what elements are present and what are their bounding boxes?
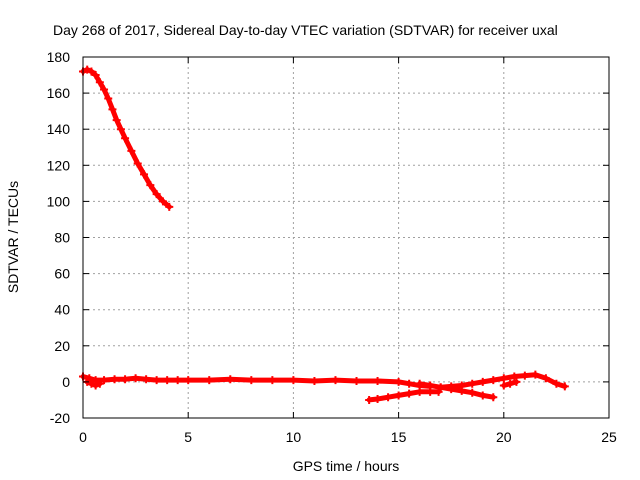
data-point [110, 375, 119, 384]
y-tick-label: 140 [47, 121, 71, 137]
data-point [152, 190, 161, 199]
data-point [226, 375, 235, 384]
data-point [146, 181, 155, 190]
data-point [95, 379, 104, 388]
data-point [373, 376, 382, 385]
data-point [100, 376, 109, 385]
x-axis-label: GPS time / hours [293, 458, 400, 474]
data-point [426, 381, 435, 390]
data-point [510, 372, 519, 381]
data-point [95, 78, 104, 87]
x-tick-label: 10 [286, 429, 302, 445]
data-point [415, 379, 424, 388]
data-point [373, 395, 382, 404]
series-descending-arc [365, 387, 443, 404]
y-tick-label: 180 [47, 49, 71, 65]
data-point [457, 381, 466, 390]
data-point [131, 374, 140, 383]
x-tick-label: 20 [496, 429, 512, 445]
data-point [87, 67, 96, 76]
data-point [489, 393, 498, 402]
y-tick-label: -20 [50, 410, 70, 426]
axis-layer: 0 5 10 15 20 25 -20 0 20 40 60 80 100 120 140 160 180 [47, 49, 617, 445]
data-point [352, 376, 361, 385]
data-point [152, 376, 161, 385]
data-point [158, 197, 167, 206]
data-point [142, 375, 151, 384]
data-point [468, 379, 477, 388]
data-point [531, 370, 540, 379]
chart-title: Day 268 of 2017, Sidereal Day-to-day VTE… [53, 22, 558, 38]
plot-frame [82, 56, 610, 419]
series-baseline-arc [79, 372, 435, 391]
data-point [121, 375, 130, 384]
y-tick-label: 40 [54, 302, 70, 318]
y-tick-label: 100 [47, 193, 71, 209]
y-tick-label: 120 [47, 157, 71, 173]
y-tick-label: 0 [62, 374, 70, 390]
data-point [173, 376, 182, 385]
data-point [104, 94, 113, 103]
data-point [447, 382, 456, 391]
data-point [163, 376, 172, 385]
data-point [112, 116, 121, 125]
data-point [205, 376, 214, 385]
series-evening-arc-c [499, 377, 521, 390]
data-point [121, 134, 130, 143]
data-point [499, 374, 508, 383]
data-point [108, 105, 117, 114]
data-point [436, 383, 445, 392]
data-point [552, 379, 561, 388]
data-point [384, 393, 393, 402]
data-point [520, 371, 529, 380]
data-point [310, 376, 319, 385]
data-point [289, 376, 298, 385]
data-point [247, 376, 256, 385]
data-point [405, 389, 414, 398]
data-point [468, 388, 477, 397]
x-tick-label: 5 [184, 429, 192, 445]
data-point [365, 395, 374, 404]
y-tick-label: 80 [54, 230, 70, 246]
data-point [405, 379, 414, 388]
x-tick-label: 0 [79, 429, 87, 445]
data-point [165, 202, 174, 211]
data-point [331, 376, 340, 385]
data-point [91, 381, 100, 390]
grid-layer [83, 57, 609, 418]
data-point [91, 71, 100, 80]
x-tick-label: 15 [391, 429, 407, 445]
data-point [140, 170, 149, 179]
y-tick-label: 60 [54, 266, 70, 282]
data-point [268, 376, 277, 385]
data-point [394, 377, 403, 386]
data-point [127, 146, 136, 155]
data-point [100, 85, 109, 94]
data-point [499, 381, 508, 390]
y-tick-label: 160 [47, 85, 71, 101]
y-axis-label: SDTVAR / TECUs [5, 181, 21, 293]
data-point [541, 374, 550, 383]
data-point [116, 125, 125, 134]
data-point [560, 382, 569, 391]
data-layer [79, 65, 569, 404]
data-point [489, 376, 498, 385]
y-tick-label: 20 [54, 338, 70, 354]
data-point [87, 379, 96, 388]
series-evening-arc-b [436, 370, 569, 392]
series-satellite-arc-high [79, 65, 174, 211]
data-point [512, 377, 521, 386]
data-point [415, 387, 424, 396]
x-tick-label: 25 [601, 429, 617, 445]
data-point [83, 65, 92, 74]
data-point [478, 377, 487, 386]
data-point [478, 391, 487, 400]
data-point [394, 391, 403, 400]
data-point [184, 376, 193, 385]
data-point [506, 379, 515, 388]
data-point [133, 159, 142, 168]
